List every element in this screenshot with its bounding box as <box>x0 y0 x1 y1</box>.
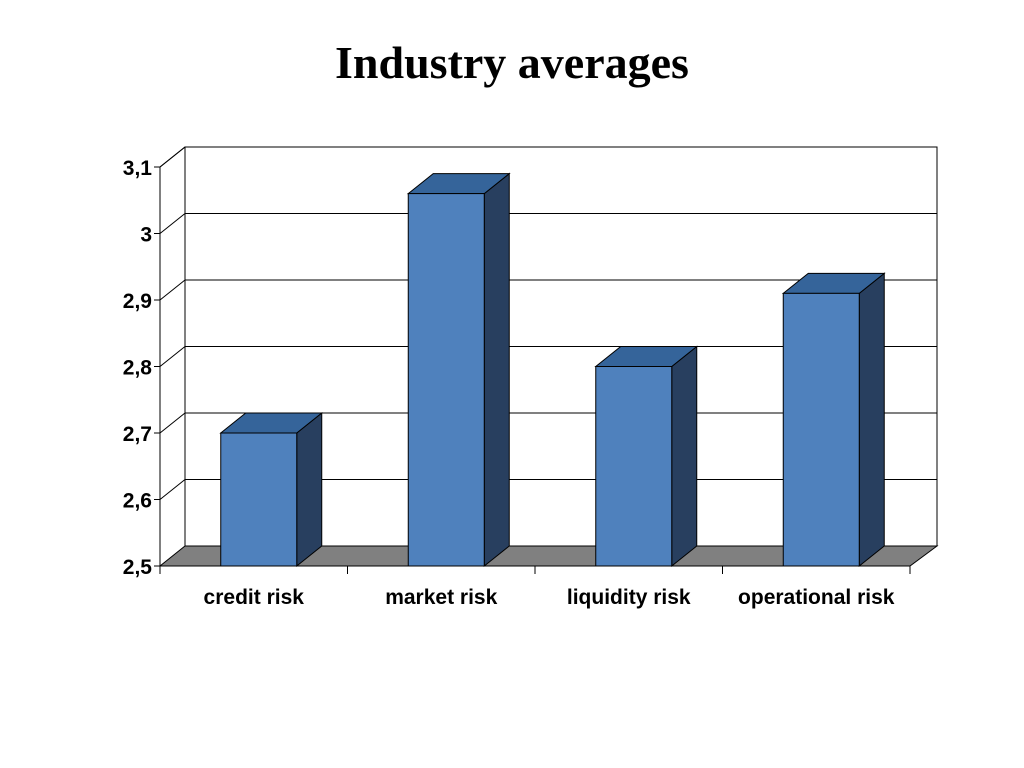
y-tick-label: 2,9 <box>123 290 152 313</box>
y-tick-label: 2,8 <box>123 357 153 380</box>
bar-side <box>858 272 885 568</box>
gridline-side <box>159 279 186 301</box>
bar <box>594 345 699 568</box>
x-category-label: market risk <box>385 586 497 609</box>
bar-front <box>595 366 673 567</box>
chart-labels: 2,5 2,6 2,7 2,8 2,9 3 3,1 credit risk market ris… <box>123 157 895 609</box>
y-tick-label: 2,5 <box>123 556 153 579</box>
x-category-label: credit risk <box>204 586 305 609</box>
x-category-label: operational risk <box>738 586 895 609</box>
x-category-label: liquidity risk <box>567 586 691 609</box>
y-tick-label: 2,6 <box>123 490 152 513</box>
chart-bars <box>219 172 886 568</box>
bar <box>219 411 324 568</box>
bar-front <box>782 292 860 567</box>
gridline-side <box>159 479 186 500</box>
gridline-side <box>159 346 186 367</box>
bar-front <box>220 432 298 567</box>
bar-side <box>671 345 698 568</box>
y-tick-label: 3,1 <box>123 157 153 180</box>
bar <box>781 272 886 568</box>
gridline-side <box>159 412 186 434</box>
gridline-side <box>159 146 186 168</box>
chart-axes <box>154 166 911 574</box>
gridline-side <box>159 213 186 234</box>
chart-title: Industry averages <box>335 37 689 88</box>
bar-side <box>483 172 510 568</box>
y-tick-label: 2,7 <box>123 423 152 446</box>
bar-side <box>296 411 323 568</box>
bar-front <box>407 193 485 567</box>
y-tick-label: 3 <box>140 224 152 247</box>
bar <box>406 172 511 568</box>
